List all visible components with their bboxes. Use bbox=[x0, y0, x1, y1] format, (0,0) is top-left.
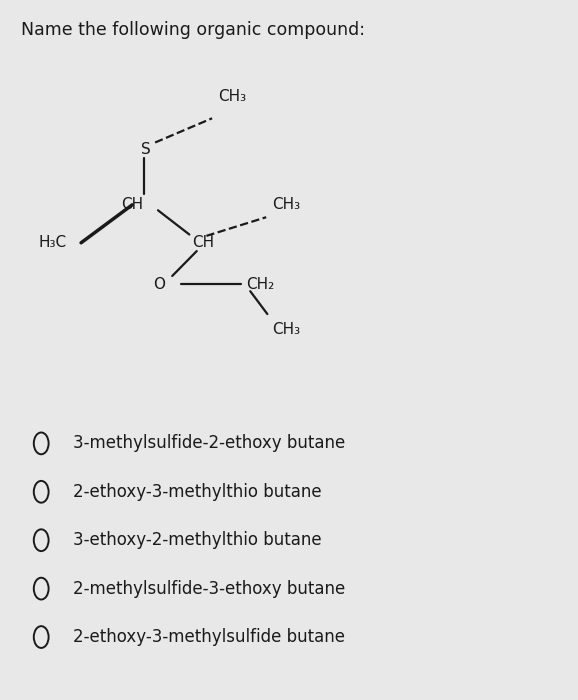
Text: CH₃: CH₃ bbox=[272, 197, 300, 211]
Text: CH₂: CH₂ bbox=[246, 276, 275, 292]
Text: S: S bbox=[141, 142, 151, 157]
Text: 2-methylsulfide-3-ethoxy butane: 2-methylsulfide-3-ethoxy butane bbox=[72, 580, 344, 598]
Text: CH: CH bbox=[121, 197, 144, 212]
Text: 2-ethoxy-3-methylthio butane: 2-ethoxy-3-methylthio butane bbox=[72, 483, 321, 500]
Text: CH: CH bbox=[192, 235, 214, 251]
Text: 3-methylsulfide-2-ethoxy butane: 3-methylsulfide-2-ethoxy butane bbox=[72, 435, 344, 452]
Text: CH₃: CH₃ bbox=[272, 322, 300, 337]
Text: H₃C: H₃C bbox=[38, 235, 66, 251]
Text: Name the following organic compound:: Name the following organic compound: bbox=[21, 22, 365, 39]
Text: 3-ethoxy-2-methylthio butane: 3-ethoxy-2-methylthio butane bbox=[72, 531, 321, 550]
Text: O: O bbox=[153, 276, 165, 292]
Text: CH₃: CH₃ bbox=[218, 90, 246, 104]
Text: 2-ethoxy-3-methylsulfide butane: 2-ethoxy-3-methylsulfide butane bbox=[72, 628, 344, 646]
